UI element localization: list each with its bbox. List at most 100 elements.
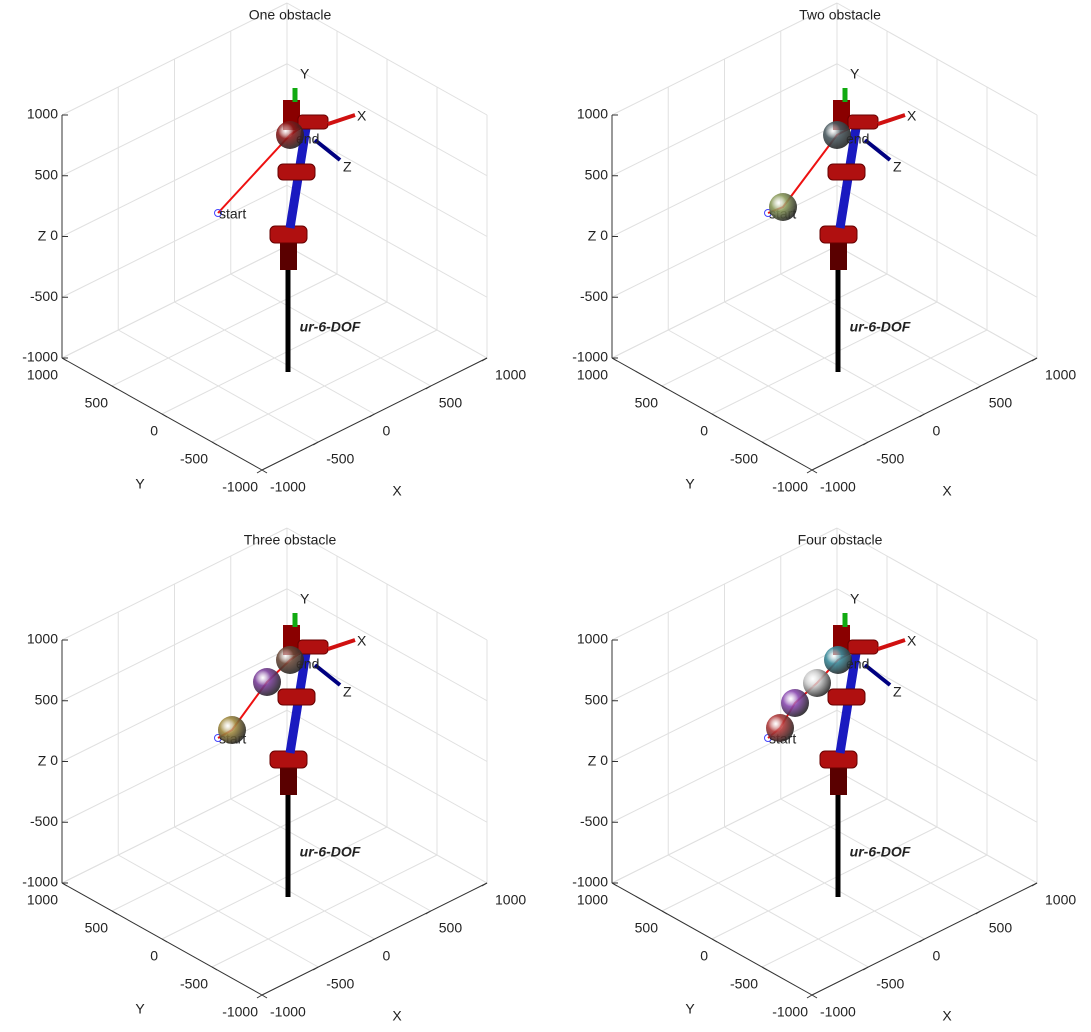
z-tick-label: -500 (30, 813, 58, 829)
x-axis-label: X (942, 1008, 952, 1024)
grid-line (286, 770, 488, 884)
obstacle (823, 121, 851, 149)
z-tick-label: -1000 (572, 874, 608, 890)
x-tick-label: 500 (439, 920, 463, 936)
grid-line (836, 770, 1038, 884)
robot-base (830, 763, 847, 795)
grid-line (611, 527, 838, 641)
tick-mark (811, 469, 818, 474)
tick-mark (211, 441, 218, 446)
frame-label: Y (850, 591, 860, 607)
tick-mark (481, 882, 488, 887)
grid-line (61, 245, 288, 359)
grid-line (836, 2, 1038, 116)
frame-label: Z (343, 684, 352, 700)
x-tick-label: 1000 (1045, 892, 1076, 908)
grid-line (611, 770, 838, 884)
z-tick-label: -500 (580, 288, 608, 304)
y-tick-label: -500 (180, 451, 208, 467)
y-tick-label: -1000 (222, 479, 258, 495)
z-tick-label: 500 (35, 166, 59, 182)
tick-mark (862, 966, 869, 971)
z-tick-label: -500 (580, 813, 608, 829)
y-tick-label: 1000 (27, 367, 58, 383)
z-tick-label: 0 (50, 227, 58, 243)
tick-mark (111, 385, 118, 390)
x-axis-label: X (392, 483, 402, 499)
x-tick-label: -500 (326, 976, 354, 992)
subplot: -1000-50005001000-1000-50005001000-1000-… (572, 527, 1076, 1024)
grid-line (761, 854, 988, 968)
grid-line (661, 798, 888, 912)
grid-line (161, 826, 388, 940)
grid-line (836, 588, 1038, 702)
frame-z-arrow (313, 663, 342, 687)
x-tick-label: -500 (326, 451, 354, 467)
y-axis-label: Y (135, 476, 145, 492)
y-tick-label: 0 (150, 948, 158, 964)
obstacle (766, 714, 794, 742)
grid-line (286, 2, 488, 116)
subplot-title: Four obstacle (798, 532, 883, 548)
x-tick-label: 0 (383, 423, 391, 439)
tick-mark (161, 938, 168, 943)
obstacle (253, 668, 281, 696)
end-label: end (846, 131, 869, 147)
z-tick-label: -1000 (22, 874, 58, 890)
x-tick-label: 1000 (495, 892, 526, 908)
z-tick-label: -1000 (22, 349, 58, 365)
obstacle (781, 689, 809, 717)
grid-line (61, 2, 288, 116)
y-tick-label: 0 (700, 423, 708, 439)
frame-label: Z (893, 159, 902, 175)
x-tick-label: 0 (933, 423, 941, 439)
tick-mark (811, 994, 818, 999)
robot-base (280, 763, 297, 795)
subplot-title: Two obstacle (799, 7, 881, 23)
frame-x-arrow (327, 113, 356, 126)
frame-label: X (907, 633, 917, 649)
grid-line (761, 329, 988, 443)
grid-line (211, 329, 438, 443)
y-tick-label: 500 (635, 920, 659, 936)
subplot: -1000-50005001000-1000-50005001000-1000-… (572, 2, 1076, 499)
robot-base (830, 238, 847, 270)
robot-joint (827, 688, 866, 706)
grid-line (61, 124, 288, 237)
grid-line (61, 588, 288, 702)
x-tick-label: -500 (876, 976, 904, 992)
tick-mark (256, 469, 263, 474)
grid-line (836, 245, 1038, 359)
grid-line (836, 63, 1038, 177)
grid-line (711, 826, 938, 940)
robot-base (280, 238, 297, 270)
grid-line (836, 709, 1038, 823)
x-tick-label: 0 (383, 948, 391, 964)
frame-label: Y (850, 66, 860, 82)
grid-line (286, 63, 488, 177)
z-tick-label: 0 (600, 752, 608, 768)
grid-line (611, 124, 838, 237)
frame-x-arrow (877, 638, 906, 651)
robot-joint (269, 225, 308, 244)
tick-mark (761, 966, 768, 971)
tick-mark (481, 357, 488, 362)
y-tick-label: 1000 (577, 892, 608, 908)
x-tick-label: 500 (439, 395, 463, 411)
subplot: -1000-50005001000-1000-50005001000-1000-… (22, 527, 526, 1024)
tick-mark (425, 910, 432, 915)
tick-mark (1031, 882, 1038, 887)
tick-mark (661, 910, 668, 915)
y-tick-label: -1000 (772, 1004, 808, 1020)
obstacle (803, 669, 831, 697)
grid-line (711, 301, 938, 415)
subplot-title: Three obstacle (244, 532, 337, 548)
grid-line (611, 245, 838, 359)
z-axis-label: Z (38, 228, 47, 244)
robot-joint (827, 163, 866, 181)
grid-line (61, 709, 288, 823)
tick-mark (919, 938, 925, 943)
frame-label: X (357, 633, 367, 649)
frame-z-arrow (863, 138, 892, 162)
